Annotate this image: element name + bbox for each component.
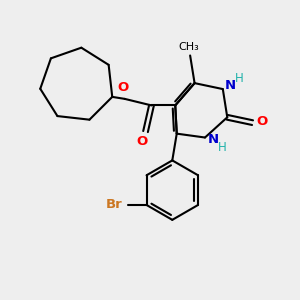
Text: H: H	[235, 72, 244, 85]
Text: H: H	[218, 140, 226, 154]
Text: N: N	[225, 79, 236, 92]
Text: N: N	[207, 134, 218, 146]
Text: O: O	[256, 115, 267, 128]
Text: CH₃: CH₃	[178, 42, 199, 52]
Text: Br: Br	[106, 198, 123, 211]
Text: O: O	[136, 134, 148, 148]
Text: O: O	[118, 81, 129, 94]
